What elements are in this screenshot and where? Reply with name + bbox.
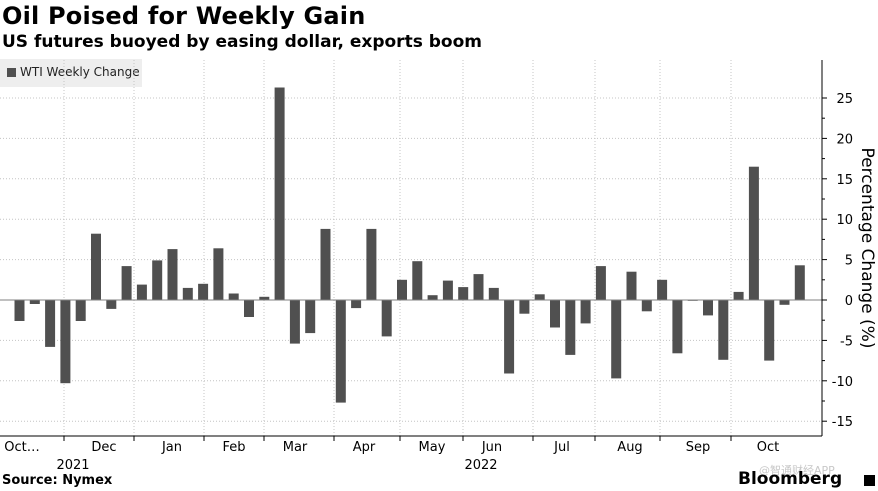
bar [748,166,759,300]
bar [351,300,362,309]
bar [733,291,744,300]
x-month-label: Mar [283,440,308,455]
bar [611,300,622,379]
bar [29,300,40,304]
bar [794,265,805,300]
x-month-label: Aug [617,440,642,455]
bar [412,261,423,300]
bar [167,249,178,300]
bar [504,300,515,374]
bar [75,300,86,321]
bar [458,287,469,300]
bar [136,284,147,300]
bar [779,300,790,305]
bar [244,300,254,317]
bar [335,300,346,403]
chart-title: Oil Poised for Weekly Gain [2,2,366,30]
bar [473,274,484,300]
bar [565,300,576,355]
y-tick-label: 15 [836,173,853,188]
bar [381,300,392,337]
x-month-label: Jul [553,440,570,455]
bar [121,266,132,300]
bar [91,233,101,300]
month-grid-lines [63,60,732,436]
x-month-label: Jan [161,440,182,455]
bar [718,300,729,360]
bar [320,228,331,300]
brand-logo: Bloomberg [738,469,843,489]
legend-label: WTI Weekly Change [20,65,140,79]
y-tick-label: -5 [840,334,853,349]
bar [366,228,377,300]
y-axis-title: Percentage Change (%) [857,148,877,349]
bar [274,87,285,300]
grid-lines [0,97,822,422]
bars [14,87,805,403]
y-tick-label: 20 [836,132,853,147]
bar [198,283,209,300]
bar [519,300,530,314]
bar [488,287,499,300]
bar [764,300,775,361]
bar [580,300,591,324]
bar [550,300,560,328]
bar [657,279,668,300]
x-month-label: Oct… [4,440,39,455]
bar [442,280,453,300]
bar [703,300,713,316]
x-year-label: 2021 [56,458,89,473]
bar [626,271,637,300]
y-tick-label: 5 [845,254,853,269]
x-month-label: May [419,440,446,455]
x-month-label: Jun [481,440,502,455]
bar [672,300,683,354]
x-month-label: Sep [686,440,711,455]
x-year-label: 2022 [464,458,497,473]
y-tick-label: 10 [836,213,853,228]
source-note: Source: Nymex [2,473,113,488]
x-month-label: Dec [91,440,116,455]
x-month-label: Apr [353,440,376,455]
bar [60,300,71,384]
chart-subtitle: US futures buoyed by easing dollar, expo… [2,32,482,52]
y-tick-label: -10 [832,375,853,390]
legend-swatch [7,68,16,77]
bar [14,300,25,321]
watermark: @智通财经APP [759,464,835,477]
bar [534,294,545,300]
tick-labels: 25 20 15 10 5 0 -5 -10 -15 Percentage Change (%) O… [4,92,877,473]
brand-mark-icon [864,475,875,486]
y-tick-label: -15 [832,415,853,430]
bar [595,266,606,300]
bar [45,300,56,347]
bar [641,300,652,312]
bar [213,248,224,300]
y-tick-label: 25 [836,92,853,107]
x-month-label: Feb [222,440,245,455]
bar [106,300,117,309]
bar [228,293,239,300]
x-month-label: Oct [757,440,779,455]
axes [0,60,827,441]
bar [305,300,316,334]
bar [289,300,300,344]
bar [152,260,163,300]
y-tick-label: 0 [845,294,853,309]
bar [397,279,407,300]
legend: WTI Weekly Change [0,59,142,87]
bar [259,296,270,300]
bar [182,287,193,300]
bar [427,295,438,300]
